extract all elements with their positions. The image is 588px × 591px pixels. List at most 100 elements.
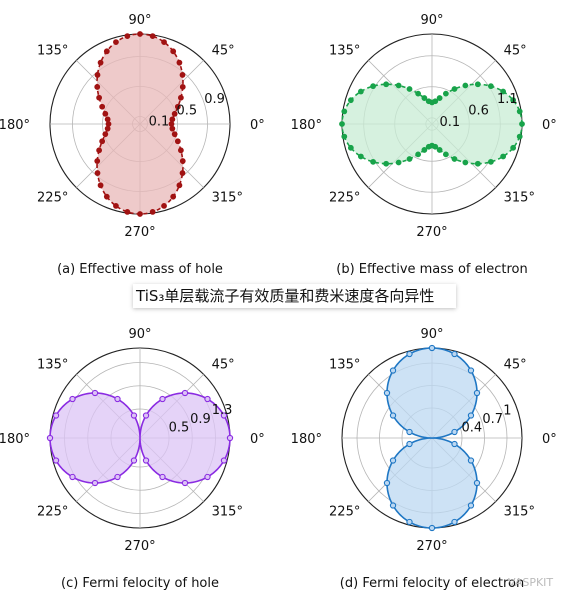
radial-tick-label: 0.9 [204, 92, 225, 107]
panel-title: (d) Fermi felocity of electron [340, 576, 524, 591]
angle-label-135: 135° [37, 357, 68, 372]
angle-label-45: 45° [504, 43, 527, 58]
data-point [94, 72, 101, 78]
angle-label-0: 0° [250, 118, 265, 133]
data-point [97, 182, 104, 189]
data-point [442, 151, 449, 158]
data-point [436, 95, 443, 101]
data-point [474, 160, 481, 167]
angle-label-0: 0° [250, 432, 265, 447]
data-point [519, 121, 525, 127]
data-point [181, 479, 189, 487]
data-point [370, 158, 377, 165]
data-point [467, 412, 475, 419]
data-point [179, 72, 186, 78]
data-point [130, 412, 138, 419]
angle-label-90: 90° [420, 13, 443, 28]
data-point [406, 86, 413, 92]
radial-tick-label: 1.3 [212, 403, 233, 418]
data-point [179, 84, 186, 90]
data-point [159, 395, 166, 403]
data-point [99, 103, 106, 110]
data-point [383, 81, 390, 88]
data-point [124, 33, 131, 39]
data-point [94, 170, 101, 176]
data-point [69, 473, 76, 481]
angle-label-90: 90° [128, 327, 151, 342]
data-point [104, 116, 111, 123]
series-fill [342, 84, 522, 164]
data-point [347, 97, 354, 104]
angle-label-225: 225° [329, 191, 360, 206]
data-point [99, 138, 106, 145]
data-point [510, 97, 517, 104]
angle-label-270: 270° [124, 539, 155, 554]
angle-label-45: 45° [212, 357, 235, 372]
radial-tick-label: 1 [503, 403, 511, 418]
data-point [500, 153, 507, 160]
polar-panel-2: 0.1 0.6 1.1 0° 45° 90° 135° 180° 225° 270° 315° (b)… [291, 13, 557, 277]
data-point [357, 88, 364, 95]
data-point [177, 94, 184, 101]
polar-panel-1: 0.1 0.5 0.9 0° 45° 90° 135° 180° 225° 270° 315° (a)… [0, 13, 265, 277]
data-point [467, 502, 475, 509]
polar-panel-4: 0.40.71 0° 45° 90° 135° 180° 225° 270° 315° (d) F… [291, 327, 557, 591]
series-fill [97, 34, 183, 214]
data-point [383, 389, 391, 397]
data-point [159, 473, 166, 481]
data-point [170, 48, 177, 55]
data-point [171, 110, 178, 117]
data-point [516, 133, 523, 140]
data-point [220, 457, 228, 464]
radial-tick-label: 1.1 [497, 92, 518, 107]
data-point [425, 98, 432, 105]
angle-label-135: 135° [37, 43, 68, 58]
angle-label-0: 0° [542, 118, 557, 133]
data-point [487, 158, 494, 165]
angle-label-180: 180° [291, 118, 322, 133]
data-point [102, 110, 109, 117]
data-point [406, 518, 413, 526]
data-point [226, 434, 234, 442]
radial-tick-label: 0.5 [176, 103, 197, 118]
angle-label-315: 315° [504, 191, 535, 206]
data-point [451, 156, 458, 162]
figure-caption-banner: TiS₃单层载流子有效质量和费米速度各向异性 [133, 284, 456, 308]
data-point [406, 440, 413, 448]
angle-label-225: 225° [329, 505, 360, 520]
data-point [161, 39, 167, 46]
data-point [421, 95, 428, 101]
data-point [91, 479, 99, 487]
angle-label-315: 315° [212, 505, 243, 520]
data-point [370, 83, 377, 90]
data-point [176, 182, 183, 189]
panel-title: (b) Effective mass of electron [336, 262, 527, 277]
data-point [103, 48, 110, 55]
angle-label-90: 90° [420, 327, 443, 342]
data-point [451, 440, 458, 448]
data-point [415, 151, 422, 158]
angle-label-270: 270° [416, 539, 447, 554]
data-point [204, 473, 211, 481]
data-point [169, 125, 176, 132]
data-point [357, 153, 364, 160]
polar-panel-3: 0.50.91.3 0° 45° 90° 135° 180° 225° 270° 315° (c)… [0, 327, 265, 591]
data-point [451, 350, 458, 358]
data-point [113, 39, 119, 46]
radial-tick-label: 0.1 [149, 115, 170, 130]
data-point [179, 170, 186, 176]
panel-title: (a) Effective mass of hole [57, 262, 223, 277]
angle-label-315: 315° [504, 505, 535, 520]
data-point [428, 344, 436, 352]
data-point [46, 434, 54, 442]
data-point [114, 395, 121, 403]
data-point [177, 147, 184, 154]
radial-tick-label: 0.1 [439, 115, 460, 130]
data-point [114, 473, 121, 481]
data-point [174, 103, 181, 110]
data-point [171, 131, 178, 138]
data-point [451, 428, 458, 436]
angle-label-135: 135° [329, 357, 360, 372]
radial-tick-label: 0.5 [169, 421, 190, 436]
